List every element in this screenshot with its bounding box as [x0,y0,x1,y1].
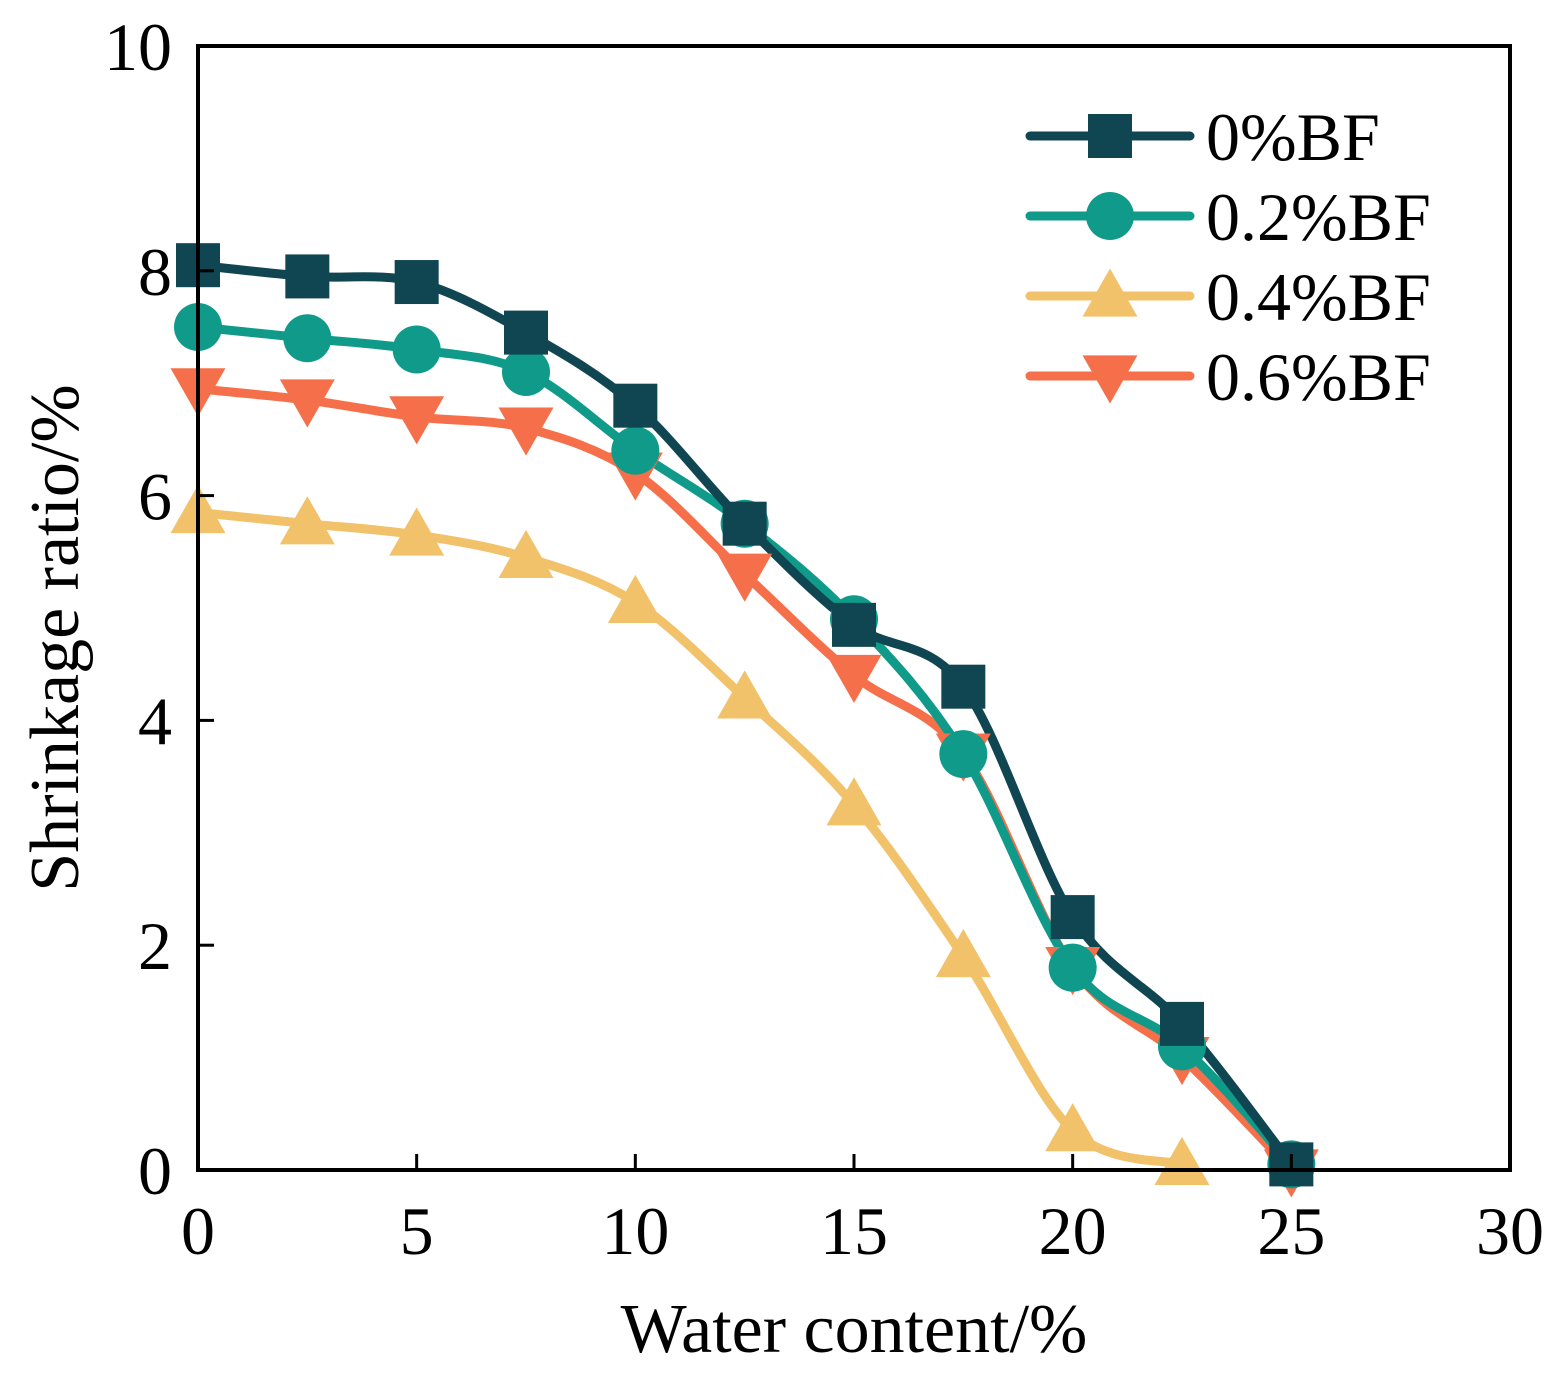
data-point-series-3 [498,407,554,456]
legend-marker-3 [1082,355,1138,404]
y-tick-label: 0 [138,1133,172,1209]
data-point-series-3 [389,396,445,445]
data-point-series-0 [941,664,986,709]
x-tick-label: 15 [820,1193,888,1269]
data-point-series-2 [607,574,663,624]
data-point-series-0 [1160,1001,1204,1046]
data-point-series-2 [826,777,882,826]
data-point-series-0 [394,260,439,305]
legend-marker-0 [1088,114,1132,158]
axis-ticks [196,44,1512,1172]
data-point-series-2 [279,496,335,545]
data-point-series-3 [826,654,882,703]
data-point-series-1 [611,426,660,475]
data-point-series-1 [392,325,441,374]
data-point-series-1 [502,347,550,396]
data-point-series-0 [1050,895,1095,940]
x-tick-label: 30 [1476,1193,1544,1269]
legend-label-2: 0.4%BF [1206,259,1431,335]
data-point-series-2 [498,529,554,579]
data-point-series-1 [1048,943,1097,992]
data-point-series-2 [935,928,991,978]
x-tick-label: 10 [601,1193,669,1269]
series-line-1 [193,322,1296,1169]
data-point-series-0 [832,602,876,647]
y-tick-label: 10 [104,9,172,85]
legend-marker-1 [1086,192,1134,240]
y-tick-label: 6 [138,459,172,535]
data-point-series-0 [722,501,767,546]
x-tick-label: 5 [400,1193,434,1269]
data-point-series-0 [504,310,548,355]
x-tick-label: 25 [1257,1193,1325,1269]
y-tick-label: 4 [138,683,172,759]
legend-label-0: 0%BF [1206,99,1380,175]
data-point-series-3 [717,553,773,602]
axis-tick-labels: 0 5 10 15 20 25 30 0 2 4 6 8 10 [104,9,1544,1269]
legend-label-1: 0.2%BF [1206,179,1431,255]
legend-marker-2 [1082,268,1138,317]
data-point-series-2 [1045,1103,1101,1152]
data-point-series-2 [389,507,445,556]
data-point-series-2 [1154,1136,1210,1186]
data-point-series-1 [283,314,332,363]
series-line-2 [193,507,1187,1169]
legend: 0%BF0.2%BF0.4%BF0.6%BF [1025,99,1431,415]
y-axis-label: Shrinkage ratio/% [17,384,94,891]
x-tick-label: 20 [1039,1193,1107,1269]
data-point-series-2 [717,670,773,719]
data-point-series-1 [939,730,988,779]
legend-label-3: 0.6%BF [1206,339,1431,415]
y-tick-label: 2 [138,908,172,984]
x-tick-label: 0 [181,1193,215,1269]
data-point-series-3 [279,379,335,428]
data-point-series-0 [285,254,330,299]
series-markers [170,243,1319,1198]
y-tick-label: 8 [138,234,172,310]
data-point-series-0 [613,383,658,428]
x-axis-label: Water content/% [621,1291,1088,1368]
